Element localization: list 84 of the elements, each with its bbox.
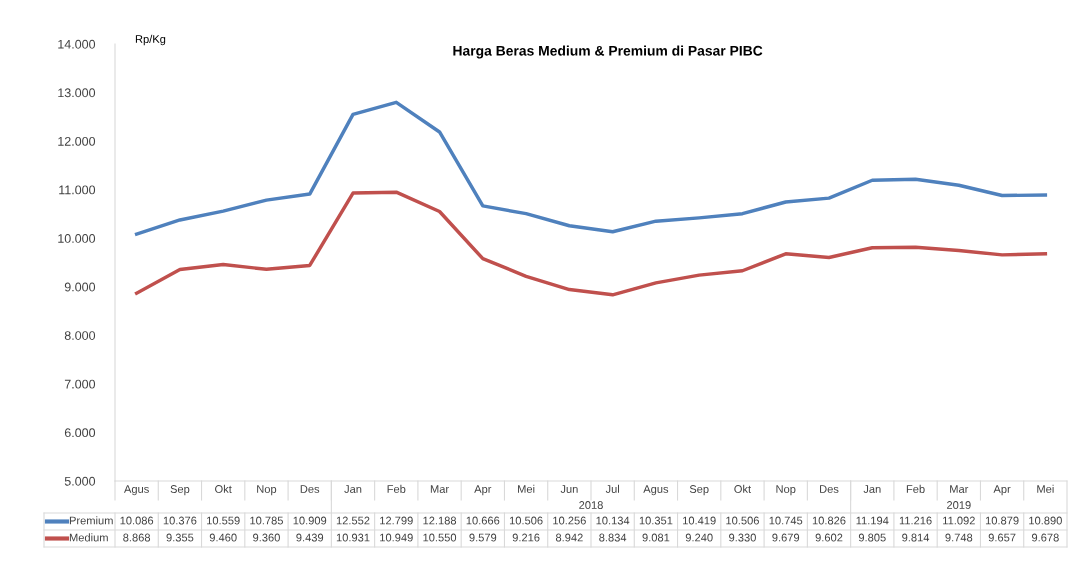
data-label: 10.550 xyxy=(423,533,457,542)
data-label: 11.216 xyxy=(899,516,932,525)
y-tick-label: 13.000 xyxy=(58,88,96,98)
line-series xyxy=(134,100,1048,236)
x-tick-label: Okt xyxy=(215,484,232,493)
x-tick-label: Apr xyxy=(993,485,1011,496)
data-label: 12.799 xyxy=(380,516,413,525)
data-label: 9.330 xyxy=(729,533,756,542)
data-label: 10.086 xyxy=(120,516,154,525)
data-label: 10.745 xyxy=(769,516,803,525)
data-label: 10.879 xyxy=(985,516,1019,525)
data-label: 8.868 xyxy=(123,533,151,542)
y-tick-label: 9.000 xyxy=(64,282,96,292)
data-label: 10.785 xyxy=(250,516,283,525)
legend-label: Premium xyxy=(69,516,113,525)
x-tick-label: Agus xyxy=(124,485,149,496)
x-tick-label: Okt xyxy=(734,484,752,493)
data-label: 8.942 xyxy=(555,533,583,542)
text: 2018 xyxy=(579,501,603,509)
data-label: 9.240 xyxy=(685,533,713,542)
x-tick-label: Feb xyxy=(387,484,406,493)
x-tick-label: Feb xyxy=(906,484,925,493)
y-axis-title: Rp/Kg xyxy=(135,34,166,46)
data-label: 10.931 xyxy=(336,533,370,542)
y-tick-label: 8.000 xyxy=(64,331,96,340)
x-tick-label: Mei xyxy=(518,484,535,493)
data-label: 9.579 xyxy=(469,533,497,542)
data-label: 10.376 xyxy=(163,516,197,525)
x-tick-label: Mei xyxy=(1037,484,1054,493)
data-label: 10.506 xyxy=(726,516,759,525)
data-label: 10.826 xyxy=(812,516,846,525)
data-label: 9.216 xyxy=(512,533,540,542)
data-label: 8.834 xyxy=(599,533,627,542)
data-label: 10.890 xyxy=(1029,516,1062,525)
x-tick-label: Jul xyxy=(605,484,619,493)
line-series xyxy=(134,190,1048,297)
y-tick-label: 11.000 xyxy=(59,185,96,195)
data-label: 9.814 xyxy=(902,533,930,542)
x-tick-label: Des xyxy=(820,485,839,493)
data-label: 9.360 xyxy=(253,533,280,542)
x-tick-label: Agus xyxy=(643,485,669,496)
data-label: 9.355 xyxy=(166,533,194,542)
data-label: 10.506 xyxy=(509,516,543,525)
data-label: 9.657 xyxy=(988,533,1016,542)
x-tick-label: Apr xyxy=(474,485,492,496)
legend-label: Medium xyxy=(69,533,108,542)
data-label: 9.602 xyxy=(815,533,843,542)
text: 2019 xyxy=(947,501,971,509)
y-tick-label: 6.000 xyxy=(64,428,96,438)
data-label: 10.666 xyxy=(466,516,500,525)
x-tick-label: Jun xyxy=(560,485,578,493)
data-label: 10.949 xyxy=(380,533,413,542)
x-tick-label: Des xyxy=(300,485,320,493)
data-label: 10.134 xyxy=(596,516,630,525)
data-label: 9.460 xyxy=(209,533,237,542)
chart-title: Harga Beras Medium & Premium di Pasar PIBC xyxy=(453,45,763,59)
data-label: 9.439 xyxy=(296,533,324,542)
y-tick-label: 5.000 xyxy=(64,476,96,486)
y-tick-label: 7.000 xyxy=(64,379,96,389)
x-tick-label: Sep xyxy=(170,485,190,496)
x-tick-label: Nop xyxy=(776,485,796,496)
x-tick-label: Jan xyxy=(344,485,362,493)
data-label: 9.081 xyxy=(642,533,670,542)
data-label: 10.559 xyxy=(207,516,240,525)
y-tick-label: 14.000 xyxy=(58,39,96,49)
data-label: 9.748 xyxy=(945,533,973,542)
data-label: 12.552 xyxy=(336,516,370,525)
data-label: 10.351 xyxy=(639,516,673,525)
data-label: 9.679 xyxy=(772,533,800,542)
data-label: 9.805 xyxy=(858,533,886,542)
data-label: 11.092 xyxy=(943,516,975,525)
data-label: 9.678 xyxy=(1031,533,1059,542)
data-label: 10.256 xyxy=(553,516,586,525)
x-tick-label: Nop xyxy=(257,485,277,496)
x-tick-label: Jan xyxy=(863,485,881,493)
data-label: 12.188 xyxy=(423,516,457,525)
y-tick-label: 10.000 xyxy=(58,234,96,243)
y-tick-label: 12.000 xyxy=(58,136,96,146)
data-label: 11.194 xyxy=(856,516,889,525)
x-tick-label: Sep xyxy=(689,485,709,496)
x-tick-label: Mar xyxy=(430,485,449,493)
data-label: 10.909 xyxy=(293,516,327,525)
data-label: 10.419 xyxy=(683,516,716,525)
x-tick-label: Mar xyxy=(950,485,969,493)
